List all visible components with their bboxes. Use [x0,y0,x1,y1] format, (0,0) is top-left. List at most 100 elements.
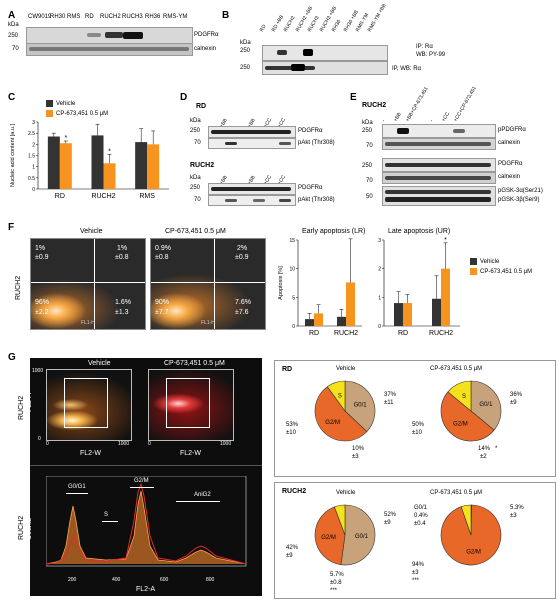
legend-item: CP-673,451 0.5 μM [46,110,108,117]
pie-slice-label: S [462,394,466,400]
quadrant-ur-sd: ±0.9 [235,254,249,261]
y-tick-label: 1 [378,295,381,301]
quadrant-lr: 7.6% [235,299,251,306]
pie-slice [314,386,368,442]
mw-marker: 250 [240,48,251,54]
tick-label: 1000 [220,441,232,447]
pie-value: 0.4% [414,513,428,519]
lane-label: +BB+CP-673,451 [404,86,430,123]
axis-label: FL2-A [26,392,33,412]
quadrant-ll-sd: ±7.7 [155,309,169,316]
pie-sd: ±0.8 [330,580,342,586]
blot-title: RUCH2 [362,102,387,109]
pie-title: Vehicle [336,490,356,496]
y-axis-label: Apoptosis [%] [278,266,284,300]
row-label: WB: PY-99 [416,52,446,58]
pie-slice-label: G2/M [325,420,340,426]
chart-title: Early apoptosis (LR) [302,228,366,235]
plot-title: CP-673,451 0.5 μM [165,228,226,235]
chart-late: 0 1 2 3 RD RUCH2 * [378,237,460,337]
legend-label: CP-673,451 0.5 μM [56,110,109,117]
axis-label: FL2-W [180,450,201,457]
legend-label: CP-673,451 0.5 μM [480,268,533,275]
pie-title: CP-673,451 0.5 μM [430,366,483,372]
kda-label: kDa [190,118,201,124]
lane-label: RUCH2 [100,14,121,20]
legend-label: Vehicle [56,100,76,107]
axis-label: FL1-H [201,320,215,326]
panel-label-g: G [8,352,16,363]
row-label: RUCH2 [18,515,25,540]
pie-slice [440,391,495,442]
mw-marker: 70 [366,143,373,149]
pie-sd: ±3 [510,513,517,519]
row-label: pGSK-3β(Ser9) [498,197,540,203]
chart-title: Late apoptosis (UR) [388,228,451,235]
cell-cycle-histogram [46,476,247,567]
y-tick-label: 3 [32,120,35,126]
quadrant-ul-sd: ±0.9 [35,254,49,261]
pie-slice [470,380,502,431]
pie-value: 53% [286,422,299,428]
pie-label: G0/1 [414,505,428,511]
scatter-vehicle: 1% ±0.9 1% ±0.8 96% ±2.2 1.6% ±1.3 FL1-H [30,238,146,330]
lane-label: - [380,118,387,123]
quadrant-ll: 90% [155,299,170,306]
y-axis-label: Nucleic acid content [a.u.] [10,124,16,187]
y-tick-label: 2 [32,142,35,148]
lane-label: - [428,118,435,123]
chart-c: 0 0.5 1 1.5 2 2.5 3 RD RUCH2 RMS Nucleic acid cont… [10,120,169,200]
axis-label: FL2-A [136,586,156,593]
y-tick-label: 0 [292,324,295,330]
blot-title: RUCH2 [190,162,215,169]
pie-slice-label: S [338,393,342,399]
quadrant-lr-sd: ±1.3 [115,309,129,316]
x-tick-label: RD [398,330,408,337]
blot-calnexin-2 [382,172,496,184]
bar [59,143,72,189]
mw-marker: 70 [194,140,201,146]
mw-marker: 50 [366,194,373,200]
row-label: RUCH2 [15,275,22,300]
pie-slice-label: G0/1 [354,402,368,408]
pie-slice [326,380,346,412]
x-tick-label: RMS [139,193,155,200]
blot-ruch2-pakt [208,195,296,206]
pie-slice-label: G0/1 [355,534,369,540]
lane-label: +CC+CP-673,451 [452,85,478,123]
pie-ruch2-cp: G2/M [440,504,502,566]
row-label: calnexin [498,140,521,146]
pie-title: Vehicle [336,366,356,372]
plot-title: Vehicle [80,228,103,235]
pie-box-title: RD [282,366,293,373]
legend-swatch-vehicle [46,100,53,107]
panel-label-f: F [8,222,15,233]
pie-value: 5.3% [510,505,524,511]
lane-label: RD [85,14,94,20]
lane-label: RH36 [330,18,343,33]
pie-slice [340,504,376,566]
pie-slice [344,380,376,432]
axis-label: FL1-H [81,320,95,326]
x-tick-label: RD [309,330,319,337]
quadrant-lr-sd: ±7.6 [235,309,249,316]
row-label: RUCH2 [18,395,25,420]
density-plot-cp [148,369,234,441]
bar [346,282,355,326]
pie-slice-label: G0/1 [479,402,493,408]
bar [91,135,104,189]
bar [103,163,116,189]
significance-star: * [495,446,498,452]
bar [394,303,403,326]
tick-label: 400 [112,577,121,583]
row-label: PDGFRα [298,185,323,191]
tick-label: 1000 [118,441,130,447]
lane-label: +BB [392,111,403,123]
row-label: pGSK-3α(Ser21) [498,188,543,194]
y-tick-label: 1 [32,165,35,171]
y-tick-label: 2 [378,267,381,273]
pie-box-title: RUCH2 [282,488,307,495]
bar [314,313,323,326]
pie-slice [334,504,346,536]
pie-slice-label: G2/M [321,535,336,541]
